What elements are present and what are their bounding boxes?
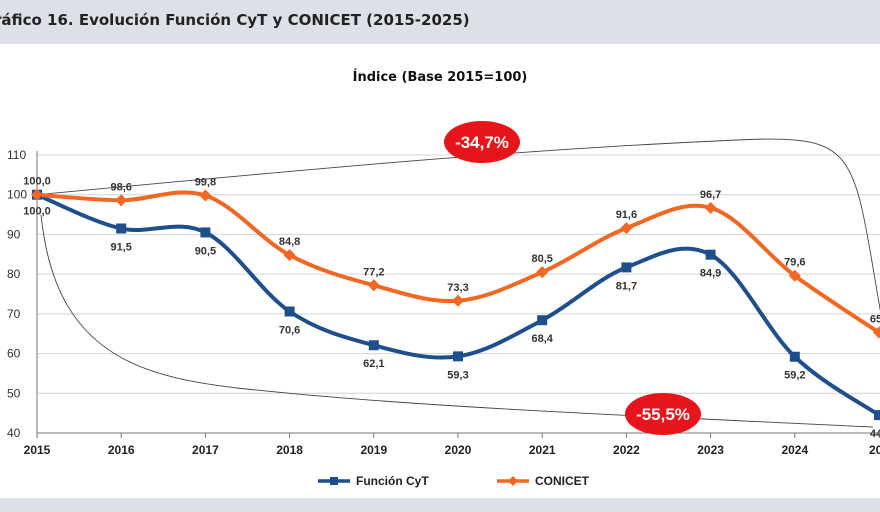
legend-marker bbox=[508, 476, 518, 486]
funcion-cyt-data-label: 68,4 bbox=[531, 333, 553, 345]
conicet-data-label: 65 bbox=[870, 314, 880, 326]
legend-marker bbox=[330, 477, 338, 485]
callout-badge bbox=[625, 393, 701, 435]
y-tick-label: 50 bbox=[7, 386, 21, 400]
funcion-cyt-data-label: 100,0 bbox=[23, 206, 51, 218]
callout-badge bbox=[444, 121, 520, 163]
conicet-point bbox=[367, 279, 380, 292]
x-tick-label: 2017 bbox=[192, 443, 219, 457]
conicet-data-label: 80,5 bbox=[531, 253, 552, 265]
funcion-cyt-data-label: 84,9 bbox=[700, 268, 721, 280]
conicet-data-label: 77,2 bbox=[363, 266, 384, 278]
conicet-data-label: 84,8 bbox=[279, 236, 300, 248]
funcion-cyt-point bbox=[453, 351, 463, 362]
y-tick-label: 90 bbox=[7, 227, 21, 241]
callout-text: -34,7% bbox=[455, 133, 509, 152]
funcion-cyt-data-label: 44 bbox=[870, 428, 880, 440]
funcion-cyt-data-label: 59,2 bbox=[784, 370, 805, 382]
y-tick-label: 80 bbox=[7, 267, 21, 281]
funcion-cyt-point bbox=[874, 410, 880, 421]
funcion-cyt-point bbox=[116, 223, 127, 234]
data-labels: 100,0 91,5 90,5 70,6 62,1 59,3 68,4 81,7 84,9 59,… bbox=[23, 176, 880, 440]
x-tick-label: 202 bbox=[869, 443, 880, 457]
funcion-cyt-data-label: 81,7 bbox=[616, 280, 637, 292]
grid bbox=[37, 154, 880, 434]
conicet-point bbox=[31, 188, 43, 201]
x-tick-label: 2020 bbox=[445, 443, 472, 457]
legend-label: CONICET bbox=[535, 474, 590, 488]
series-markers bbox=[31, 188, 880, 421]
chart-header-band: ráfico 16. Evolución Función CyT y CONIC… bbox=[0, 0, 880, 44]
funcion-cyt-data-label: 70,6 bbox=[279, 324, 300, 336]
callouts: -34,7% -55,5% bbox=[444, 121, 701, 435]
conicet-point bbox=[452, 294, 464, 307]
y-tick-label: 70 bbox=[7, 307, 21, 321]
conicet-point bbox=[115, 194, 128, 207]
x-tick-label: 2023 bbox=[697, 443, 724, 457]
conicet-point bbox=[873, 326, 880, 339]
funcion-cyt-data-label: 62,1 bbox=[363, 358, 384, 370]
axes: 40 50 60 70 80 90 100 110 2015 2016 2017 2018 2019 20… bbox=[7, 148, 880, 457]
y-tick-label: 40 bbox=[7, 426, 21, 440]
y-tick-label: 110 bbox=[7, 148, 26, 162]
x-tick-label: 2019 bbox=[360, 443, 387, 457]
conicet-point bbox=[283, 249, 296, 262]
conicet-point bbox=[620, 222, 633, 235]
funcion-cyt-data-label: 91,5 bbox=[110, 241, 131, 253]
figure-title: ráfico 16. Evolución Función CyT y CONIC… bbox=[0, 11, 470, 29]
funcion-cyt-point bbox=[789, 351, 800, 362]
conicet-point bbox=[536, 266, 549, 279]
legend-label: Función CyT bbox=[356, 474, 429, 488]
conicet-data-label: 99,8 bbox=[195, 177, 216, 189]
conicet-data-label: 100,0 bbox=[23, 176, 51, 188]
funcion-cyt-point bbox=[621, 262, 632, 273]
x-tick-label: 2021 bbox=[529, 443, 556, 457]
bracket-funcion bbox=[40, 214, 874, 428]
x-tick-label: 2022 bbox=[613, 443, 640, 457]
conicet-data-label: 91,6 bbox=[616, 209, 637, 221]
legend: Función CyT CONICET bbox=[318, 474, 590, 488]
bracket-conicet bbox=[36, 138, 880, 312]
conicet-data-label: 79,6 bbox=[784, 257, 805, 269]
conicet-data-label: 98,6 bbox=[110, 181, 131, 193]
callout-text: -55,5% bbox=[636, 405, 690, 424]
y-tick-label: 100 bbox=[7, 188, 27, 202]
x-tick-label: 2015 bbox=[24, 443, 51, 457]
conicet-point bbox=[704, 201, 717, 214]
funcion-cyt-point bbox=[368, 340, 379, 351]
conicet-data-label: 96,7 bbox=[700, 189, 721, 201]
funcion-cyt-point bbox=[705, 249, 716, 260]
funcion-cyt-data-label: 90,5 bbox=[195, 245, 216, 257]
chart-subtitle: Índice (Base 2015=100) bbox=[353, 69, 528, 85]
footer-band bbox=[0, 498, 880, 512]
conicet-point bbox=[788, 269, 801, 282]
conicet-data-label: 73,3 bbox=[447, 282, 468, 294]
conicet-point bbox=[199, 189, 212, 202]
x-tick-label: 2024 bbox=[781, 443, 808, 457]
x-tick-label: 2018 bbox=[276, 443, 303, 457]
funcion-cyt-point bbox=[284, 306, 295, 317]
funcion-cyt-point bbox=[200, 227, 211, 238]
conicet-line bbox=[36, 190, 880, 335]
funcion-cyt-data-label: 59,3 bbox=[447, 369, 468, 381]
funcion-cyt-point bbox=[537, 315, 548, 326]
y-tick-label: 60 bbox=[7, 347, 21, 361]
x-tick-label: 2016 bbox=[108, 443, 135, 457]
